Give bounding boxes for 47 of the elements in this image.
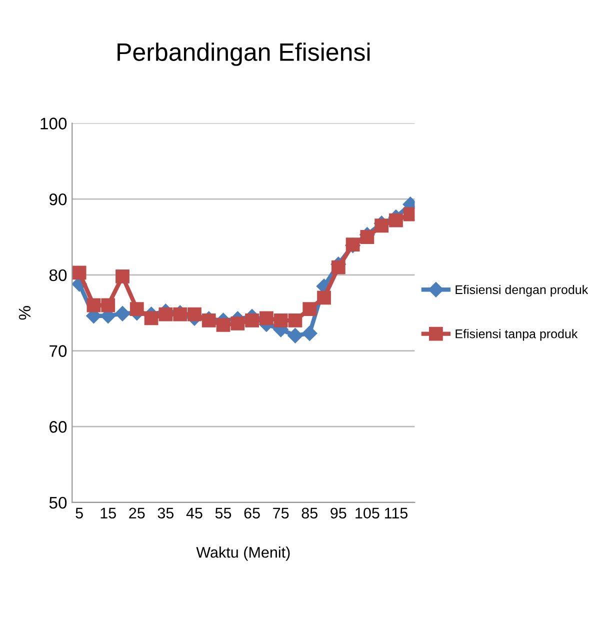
point — [259, 311, 274, 326]
y-tick-label: 50 — [49, 496, 67, 509]
point — [114, 306, 130, 322]
x-tick-label: 65 — [244, 508, 260, 519]
y-axis-title: % — [18, 306, 31, 320]
x-tick-label: 15 — [100, 508, 116, 519]
point — [101, 298, 116, 312]
x-tick-label: 105 — [356, 508, 380, 519]
y-tick-label: 100 — [40, 118, 67, 130]
point — [144, 311, 158, 326]
point — [173, 307, 188, 322]
point — [389, 213, 403, 228]
point — [374, 218, 389, 233]
x-tick-label: 115 — [384, 508, 408, 519]
point — [130, 302, 144, 316]
point — [230, 316, 245, 330]
x-tick-label: 75 — [273, 508, 289, 519]
point — [72, 266, 86, 280]
y-tick-label: 60 — [50, 421, 67, 433]
x-tick-label: 35 — [158, 508, 174, 519]
x-tick-label: 55 — [215, 508, 232, 519]
point — [302, 326, 318, 341]
point — [116, 269, 130, 284]
x-tick-label: 95 — [330, 508, 346, 519]
chart-title: Perbandingan Efisiensi — [118, 42, 370, 66]
point — [331, 260, 346, 274]
legend-label: Efisiensi tanpa produk — [456, 329, 578, 341]
point — [188, 307, 202, 322]
y-tick-label: 90 — [50, 193, 67, 206]
x-tick-label: 85 — [302, 508, 318, 519]
x-tick-label: 25 — [129, 508, 145, 519]
legend-label: Efisiensi dengan produk — [456, 284, 588, 297]
point — [216, 318, 230, 332]
point — [158, 307, 173, 322]
point — [288, 313, 302, 328]
point — [274, 313, 288, 328]
point — [288, 328, 303, 344]
x-tick-label: 5 — [76, 508, 83, 519]
point — [86, 298, 101, 312]
point — [302, 302, 317, 316]
y-tick-label: 80 — [49, 269, 67, 282]
point — [245, 313, 259, 328]
point — [360, 230, 374, 244]
x-tick-label: 45 — [186, 508, 202, 519]
y-tick-label: 70 — [50, 345, 67, 357]
point — [317, 290, 331, 305]
x-axis-title: Waktu (Menit) — [196, 546, 290, 561]
